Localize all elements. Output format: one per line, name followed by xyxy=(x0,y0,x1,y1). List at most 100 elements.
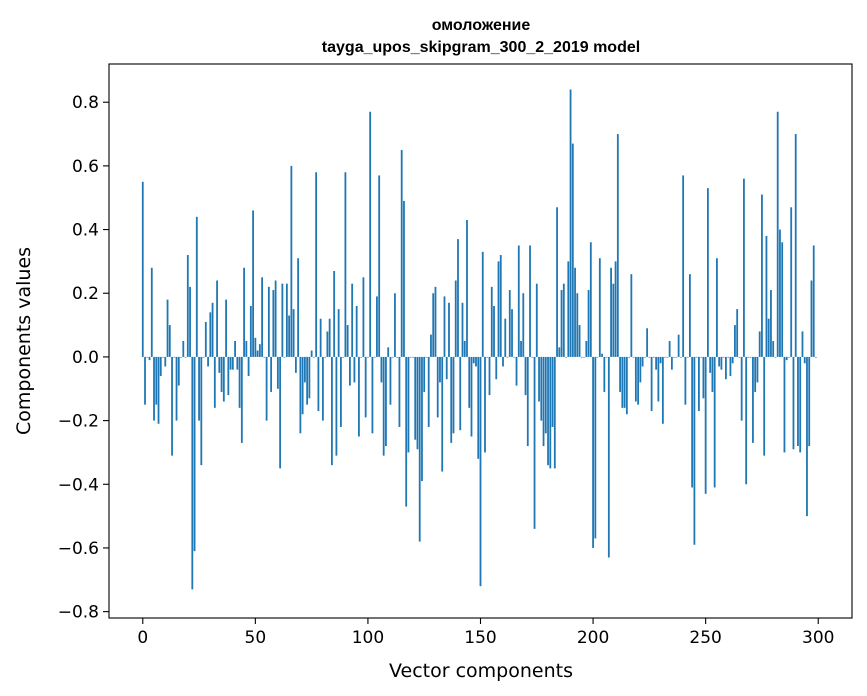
bar-219 xyxy=(634,356,637,402)
bar-46 xyxy=(245,341,248,357)
bar-230 xyxy=(659,356,662,364)
bar-156 xyxy=(493,305,495,357)
bar-222 xyxy=(641,356,644,367)
bar-182 xyxy=(551,356,554,427)
bar-126 xyxy=(425,356,428,358)
bar-211 xyxy=(616,134,619,357)
bar-176 xyxy=(538,356,540,402)
bar-276 xyxy=(763,356,766,456)
bar-234 xyxy=(668,341,671,357)
bar-237 xyxy=(675,356,678,358)
bar-244 xyxy=(691,356,694,488)
bar-153 xyxy=(486,356,489,358)
bar-81 xyxy=(324,356,327,358)
bar-264 xyxy=(736,309,739,357)
bar-13 xyxy=(171,356,173,456)
bar-138 xyxy=(452,356,455,434)
bar-69 xyxy=(297,258,300,357)
bar-206 xyxy=(605,356,608,358)
bar-19 xyxy=(184,356,187,358)
bar-64 xyxy=(285,283,288,357)
bar-261 xyxy=(729,356,732,377)
y-tick-label: −0.6 xyxy=(58,539,99,559)
bar-44 xyxy=(240,356,243,443)
bar-50 xyxy=(254,337,257,357)
bar-282 xyxy=(776,111,779,357)
bar-4 xyxy=(150,267,153,357)
x-axis-ticks: 0 50 100 150 200 250 300 xyxy=(137,618,834,648)
bar-24 xyxy=(195,216,198,357)
bar-86 xyxy=(335,356,338,456)
x-tick-label: 50 xyxy=(245,628,267,648)
bar-14 xyxy=(173,356,176,358)
bar-248 xyxy=(700,356,703,358)
bar-179 xyxy=(544,356,547,434)
bar-108 xyxy=(385,356,387,447)
chart-title: омоложение xyxy=(432,17,531,34)
bar-293 xyxy=(801,331,804,357)
bar-212 xyxy=(619,356,621,392)
bar-78 xyxy=(317,356,320,412)
bar-84 xyxy=(331,356,333,466)
bar-208 xyxy=(610,267,612,357)
bars-group xyxy=(141,89,817,590)
bar-197 xyxy=(585,341,588,357)
bar-177 xyxy=(540,356,543,421)
bar-210 xyxy=(614,261,617,357)
bar-193 xyxy=(576,293,579,357)
bar-163 xyxy=(508,290,511,357)
bar-245 xyxy=(693,356,696,545)
bar-284 xyxy=(781,242,784,357)
bar-266 xyxy=(740,356,743,421)
bar-45 xyxy=(243,267,245,357)
bar-188 xyxy=(565,356,567,358)
bar-106 xyxy=(380,356,383,383)
bar-123 xyxy=(418,356,421,542)
bar-226 xyxy=(650,356,653,412)
bar-180 xyxy=(547,356,549,466)
bar-75 xyxy=(310,350,313,357)
bar-25 xyxy=(198,356,200,421)
bar-49 xyxy=(252,210,254,357)
bar-72 xyxy=(303,356,306,383)
bar-10 xyxy=(164,356,167,367)
bar-149 xyxy=(477,356,480,459)
bar-101 xyxy=(369,111,372,357)
bar-198 xyxy=(587,290,590,357)
bar-61 xyxy=(279,356,282,469)
bar-275 xyxy=(761,194,763,357)
bar-90 xyxy=(344,172,347,357)
bar-18 xyxy=(182,341,185,357)
y-axis-ticks: −0.8 −0.6 −0.4 −0.2 0.0 0.2 0.4 0.6 0.8 xyxy=(58,93,109,623)
bar-129 xyxy=(432,293,435,357)
bar-9 xyxy=(162,356,164,358)
bar-225 xyxy=(648,356,651,358)
bar-259 xyxy=(725,356,727,380)
bar-23 xyxy=(193,356,196,552)
bar-103 xyxy=(373,356,376,358)
bar-265 xyxy=(738,356,741,358)
bar-158 xyxy=(497,261,500,357)
bar-59 xyxy=(274,280,277,357)
bar-68 xyxy=(294,356,297,373)
bar-57 xyxy=(270,356,273,392)
bar-283 xyxy=(779,229,781,357)
bar-270 xyxy=(749,356,752,358)
bar-93 xyxy=(351,283,354,357)
bar-142 xyxy=(461,302,464,357)
bar-2 xyxy=(146,356,149,358)
bar-56 xyxy=(267,286,270,357)
bar-288 xyxy=(790,207,793,357)
bar-118 xyxy=(407,356,410,453)
bar-20 xyxy=(186,255,189,357)
bar-243 xyxy=(688,274,691,357)
bar-214 xyxy=(623,356,626,408)
bar-175 xyxy=(535,283,538,357)
bar-35 xyxy=(220,356,223,392)
bar-263 xyxy=(734,325,736,357)
bar-254 xyxy=(713,356,716,488)
bar-89 xyxy=(342,356,345,358)
bar-256 xyxy=(718,356,721,367)
bar-41 xyxy=(234,341,236,357)
bar-104 xyxy=(376,296,378,357)
